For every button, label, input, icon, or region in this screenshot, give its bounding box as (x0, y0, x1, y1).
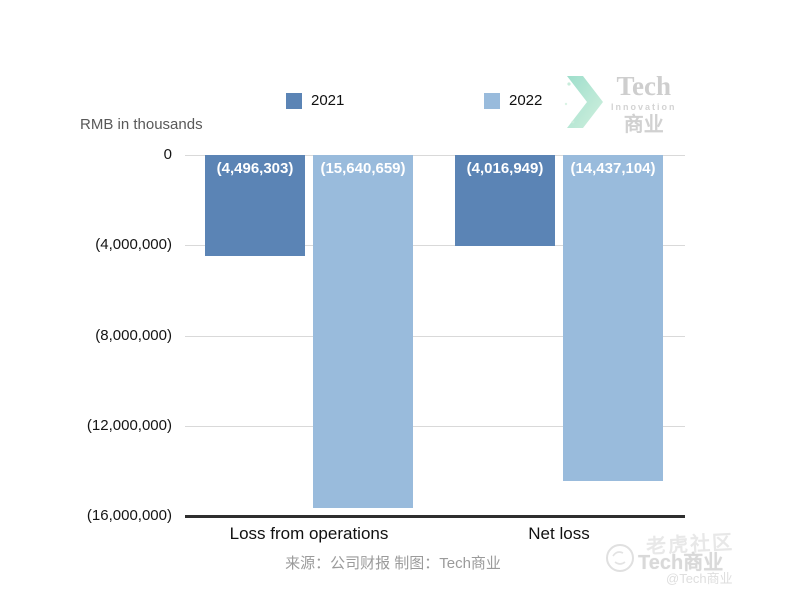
legend-label-2021: 2021 (311, 92, 345, 109)
gridline (185, 425, 685, 427)
x-category-label: Net loss (528, 524, 590, 543)
x-axis-line (185, 515, 685, 518)
brand-name: Tech (616, 71, 671, 101)
brand-logo-text: Tech Innovation 商业 (611, 71, 677, 136)
brand-logo: Tech Innovation 商业 (563, 68, 693, 140)
bar-value-label: (14,437,104) (570, 160, 656, 177)
bar-2022-net-loss: (14,437,104) (563, 155, 663, 481)
gridline (185, 155, 685, 156)
y-axis-unit-label: RMB in thousands (80, 116, 203, 133)
tiger-doodle-icon (604, 542, 636, 579)
y-tick-label: 0 (163, 146, 172, 163)
legend-swatch-2021 (286, 93, 302, 109)
bar-value-label: (4,016,949) (466, 160, 544, 177)
bar-2021-loss-from-operations: (4,496,303) (205, 155, 305, 257)
y-tick-label: (8,000,000) (95, 326, 172, 344)
y-tick-label: (12,000,000) (86, 416, 172, 434)
gridline (185, 245, 685, 247)
watermark: 老虎社区 Tech商业 @Tech商业 (604, 528, 774, 590)
bar-value-label: (4,496,303) (216, 160, 294, 177)
y-tick-label: (4,000,000) (95, 236, 172, 254)
y-tick-label: (16,000,000) (86, 507, 172, 524)
legend-label-2022: 2022 (509, 92, 543, 109)
bar-value-label: (15,640,659) (320, 160, 406, 177)
brand-cn-name: 商业 (623, 114, 664, 136)
bar-2021-net-loss: (4,016,949) (455, 155, 555, 246)
gridline (185, 335, 685, 337)
chevron-arrow-icon (563, 74, 605, 135)
watermark-main-text: Tech商业 (638, 552, 724, 574)
legend-item-2021: 2021 (286, 93, 344, 109)
source-note: 来源：公司财报 制图：Tech商业 (285, 555, 501, 572)
x-category-label: Loss from operations (229, 524, 389, 543)
legend-swatch-2022 (484, 93, 500, 109)
legend-item-2022: 2022 (484, 93, 542, 109)
brand-subtitle: Innovation (611, 102, 677, 112)
watermark-handle-text: @Tech商业 (666, 571, 733, 586)
bar-2022-loss-from-operations: (15,640,659) (313, 155, 413, 508)
